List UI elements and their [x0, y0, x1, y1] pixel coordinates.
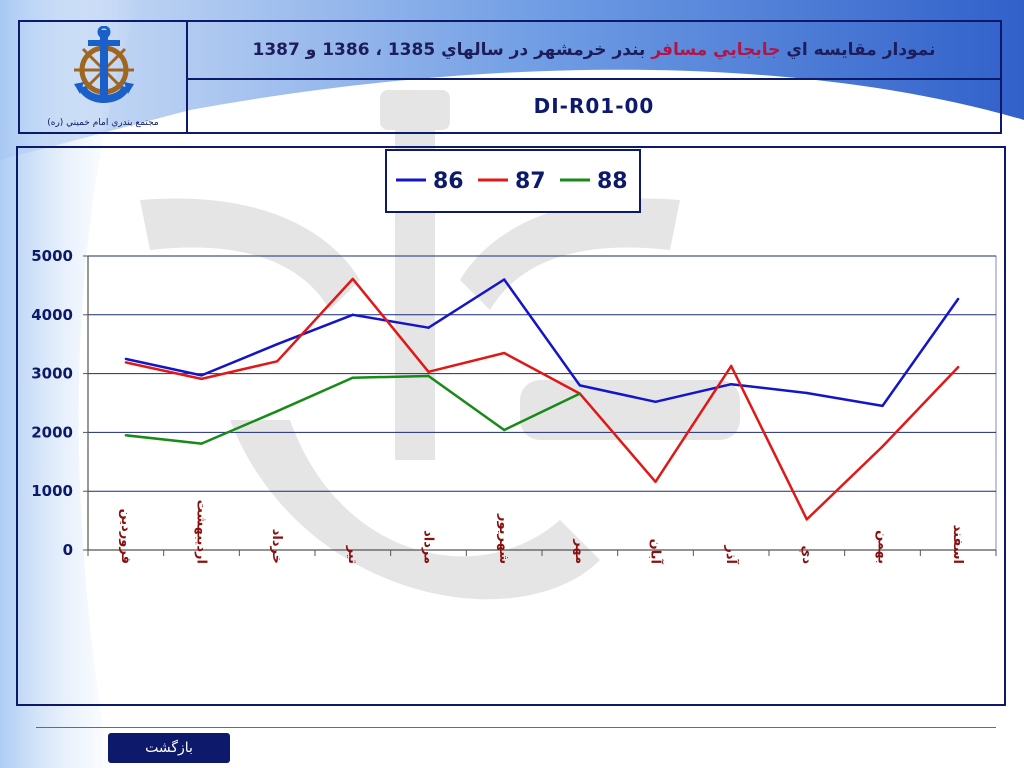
page-title: نمودار مقايسه اي جابجايي مسافر بندر خرمش… — [252, 40, 935, 60]
data-point — [124, 357, 128, 361]
x-category-label: بهمن — [875, 530, 890, 564]
x-category-label: فروردين — [118, 509, 133, 564]
y-tick-label: 3000 — [31, 365, 73, 383]
legend-label: 88 — [597, 169, 628, 194]
x-category-label: شهريور — [496, 513, 511, 564]
x-category-label: آذر — [723, 544, 740, 564]
series-line-88 — [125, 374, 581, 445]
data-point — [124, 361, 128, 364]
data-point — [881, 445, 884, 448]
x-category-label: تير — [345, 545, 360, 564]
footer-divider — [36, 727, 996, 728]
logo-caption: مجتمع بندري امام خميني (ره) — [47, 118, 159, 128]
anchor-wheel-logo-icon — [74, 26, 134, 103]
data-point — [654, 400, 657, 404]
legend-box — [385, 149, 641, 213]
x-category-label: دي — [799, 545, 814, 564]
legend-label: 87 — [515, 169, 546, 194]
data-point — [427, 374, 430, 378]
data-point — [351, 313, 355, 316]
x-category-label: آبان — [648, 539, 665, 565]
data-point — [200, 374, 203, 377]
title-main: نمودار مقايسه اي — [786, 40, 936, 60]
title-row: نمودار مقايسه اي جابجايي مسافر بندر خرمش… — [188, 22, 1000, 80]
y-tick-label: 5000 — [31, 247, 73, 265]
y-tick-label: 4000 — [31, 306, 73, 324]
data-point — [578, 392, 582, 395]
data-point — [427, 370, 430, 374]
x-category-label: مهر — [572, 538, 587, 564]
back-button[interactable]: بازگشت — [108, 733, 230, 763]
data-point — [275, 410, 279, 413]
data-point — [200, 442, 203, 445]
data-point — [427, 326, 430, 329]
data-point — [729, 364, 733, 368]
x-category-label: خرداد — [269, 529, 284, 564]
x-category-label: ارديبهشت — [194, 500, 209, 564]
document-code: DI-R01-00 — [533, 94, 655, 118]
data-point — [805, 391, 809, 395]
title-rest: بندر خرمشهر در سالهاي 1385 ، 1386 و 1387 — [252, 40, 646, 60]
data-point — [275, 360, 279, 363]
data-point — [654, 480, 657, 483]
data-point — [956, 365, 960, 369]
data-point — [956, 297, 960, 301]
legend-label: 86 — [433, 169, 464, 194]
header-box: مجتمع بندري امام خميني (ره) نمودار مقايس… — [18, 20, 1002, 134]
data-point — [502, 351, 506, 355]
x-category-label: مرداد — [421, 530, 436, 564]
data-point — [502, 278, 506, 281]
x-category-label: اسفند — [950, 525, 965, 564]
data-point — [275, 343, 279, 346]
code-row: DI-R01-00 — [188, 80, 1000, 132]
data-point — [502, 428, 506, 432]
y-tick-label: 1000 — [31, 482, 73, 500]
logo-cell: مجتمع بندري امام خميني (ره) — [20, 22, 188, 132]
data-point — [351, 277, 355, 281]
data-point — [578, 384, 582, 387]
series-line-86 — [125, 278, 960, 408]
data-point — [351, 376, 355, 379]
data-point — [805, 518, 809, 521]
series-line-87 — [125, 277, 960, 521]
chart-panel — [16, 146, 1006, 706]
title-highlight: جابجايي مسافر — [651, 40, 781, 60]
data-point — [124, 434, 128, 437]
y-tick-label: 2000 — [31, 423, 73, 441]
data-point — [729, 382, 733, 386]
data-point — [881, 404, 884, 408]
data-point — [200, 377, 203, 381]
y-tick-label: 0 — [63, 541, 73, 559]
